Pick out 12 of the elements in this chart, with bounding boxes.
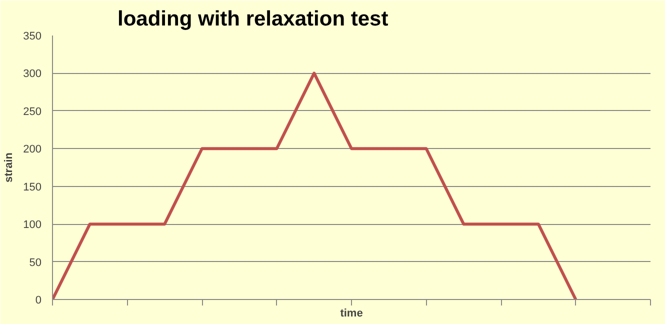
y-axis-title: strain xyxy=(3,152,16,182)
y-tick-label: 300 xyxy=(23,68,42,80)
y-tick-label: 350 xyxy=(23,30,42,42)
y-tick-label: 0 xyxy=(35,294,42,306)
y-tick-label: 150 xyxy=(23,181,42,194)
y-tick-label: 100 xyxy=(23,219,42,232)
y-tick-label: 200 xyxy=(23,144,42,156)
y-tick-label: 250 xyxy=(23,106,42,118)
y-tick-label: 50 xyxy=(29,256,42,269)
line-series xyxy=(52,72,578,300)
x-axis-title: time xyxy=(340,308,363,320)
chart-title: loading with relaxation test xyxy=(118,8,388,30)
